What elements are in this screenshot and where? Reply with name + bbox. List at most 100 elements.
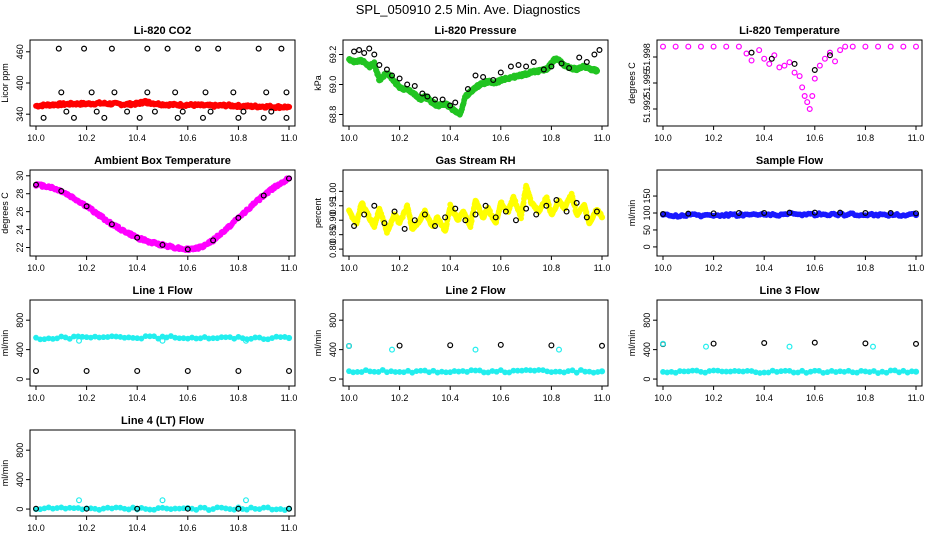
- data-point: [492, 214, 499, 221]
- series-line-1-low: [32, 367, 293, 374]
- data-point: [70, 114, 77, 121]
- data-point: [144, 89, 151, 96]
- y-tick-label: 400: [15, 472, 25, 487]
- data-point: [76, 497, 83, 504]
- series-line-2-dips: [346, 342, 562, 353]
- data-point: [184, 367, 191, 374]
- x-tick-label: 10.2: [391, 133, 409, 143]
- data-point: [432, 223, 439, 230]
- data-point: [452, 99, 459, 106]
- points-layer: [32, 333, 293, 374]
- series-line-1-high: [33, 333, 293, 343]
- chart-title: Li-820 CO2: [134, 25, 191, 37]
- points-layer: [659, 43, 919, 112]
- y-tick-label: 800: [642, 313, 652, 328]
- y-axis-label: degrees C: [0, 192, 10, 234]
- data-point: [285, 334, 293, 342]
- data-point: [235, 505, 242, 512]
- x-tick-label: 10.0: [654, 263, 672, 273]
- data-point: [361, 211, 368, 218]
- data-point: [515, 61, 522, 68]
- data-point: [472, 211, 479, 218]
- data-point: [101, 114, 108, 121]
- y-tick-label: 26: [15, 207, 25, 217]
- data-point: [849, 43, 856, 50]
- x-tick-label: 10.4: [128, 133, 146, 143]
- y-axis-label: ml/min: [0, 460, 10, 487]
- series-ambient-sparse: [32, 175, 293, 253]
- x-tick-label: 10.2: [705, 393, 723, 403]
- data-point: [164, 45, 171, 52]
- series-temperature-samples: [659, 43, 919, 112]
- x-tick-label: 10.6: [806, 393, 824, 403]
- data-point: [776, 64, 783, 71]
- x-tick-label: 10.6: [179, 393, 197, 403]
- data-point: [452, 205, 459, 212]
- x-tick-label: 10.6: [179, 263, 197, 273]
- data-point: [242, 497, 249, 504]
- data-point: [83, 203, 90, 210]
- data-point: [81, 45, 88, 52]
- plot-frame: [342, 299, 609, 387]
- x-tick-label: 10.8: [857, 133, 875, 143]
- data-point: [184, 505, 191, 512]
- page-title: SPL_050910 2.5 Min. Ave. Diagnostics: [355, 2, 581, 17]
- x-tick-label: 10.2: [78, 263, 96, 273]
- x-tick-label: 11.0: [908, 133, 925, 143]
- data-point: [260, 114, 267, 121]
- data-point: [869, 343, 876, 350]
- data-point: [576, 54, 583, 61]
- data-point: [723, 43, 730, 50]
- data-point: [210, 237, 217, 244]
- data-point: [697, 43, 704, 50]
- y-tick-label: 0: [642, 377, 652, 382]
- data-point: [88, 89, 95, 96]
- data-point: [573, 369, 580, 376]
- chart-title: Line 4 (LT) Flow: [121, 415, 204, 427]
- data-point: [278, 45, 285, 52]
- x-tick-label: 10.8: [857, 263, 875, 273]
- series-line-1-dips: [76, 337, 249, 344]
- data-point: [174, 114, 181, 121]
- data-point: [482, 202, 489, 209]
- data-point: [786, 209, 793, 216]
- x-tick-label: 10.6: [492, 393, 510, 403]
- data-point: [748, 57, 755, 64]
- data-point: [260, 192, 267, 199]
- y-axis-label: ml/min: [0, 330, 10, 357]
- x-tick-label: 10.6: [806, 133, 824, 143]
- x-tick-label: 10.2: [705, 133, 723, 143]
- x-tick-label: 10.8: [230, 523, 248, 533]
- data-point: [548, 342, 555, 349]
- points-layer: [346, 182, 606, 236]
- data-point: [735, 43, 742, 50]
- x-tick-label: 11.0: [281, 393, 298, 403]
- data-point: [286, 505, 293, 512]
- data-point: [761, 340, 768, 347]
- data-point: [432, 96, 439, 103]
- points-layer: [346, 45, 603, 118]
- data-point: [83, 367, 90, 374]
- data-point: [816, 62, 823, 69]
- series-temperature-sparse: [748, 49, 833, 73]
- data-point: [558, 60, 565, 67]
- data-point: [286, 367, 293, 374]
- y-tick-label: 800: [328, 313, 338, 328]
- y-tick-label: 28: [15, 189, 25, 199]
- data-point: [366, 45, 373, 52]
- x-tick-label: 10.0: [27, 523, 45, 533]
- data-point: [240, 108, 247, 115]
- data-point: [472, 72, 479, 79]
- data-point: [502, 208, 509, 215]
- y-tick-label: 0.80: [328, 240, 338, 258]
- data-point: [32, 181, 39, 188]
- x-tick-label: 11.0: [594, 263, 611, 273]
- x-tick-label: 10.4: [755, 393, 773, 403]
- data-point: [391, 208, 398, 215]
- plot-frame: [342, 169, 609, 257]
- data-point: [235, 214, 242, 221]
- chart-title: Ambient Box Temperature: [94, 155, 231, 167]
- data-point: [63, 108, 70, 115]
- points-layer: [659, 339, 920, 376]
- series-pressure-samples: [346, 55, 601, 118]
